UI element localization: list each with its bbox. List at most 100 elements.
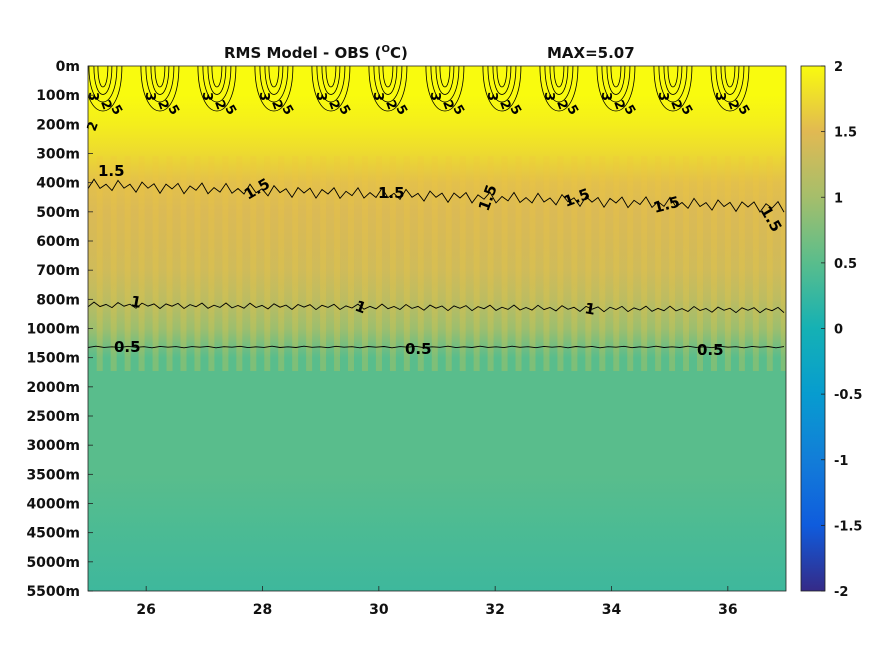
- texture-stripe: [515, 156, 522, 371]
- texture-stripe: [655, 156, 662, 371]
- texture-stripe: [250, 156, 257, 371]
- contour-lobe: [487, 66, 517, 103]
- texture-stripe: [110, 156, 117, 371]
- contour-lobe: [368, 66, 408, 112]
- contour-line-0-5: [88, 345, 785, 349]
- texture-stripe: [208, 156, 215, 371]
- contour-lobe: [610, 66, 622, 88]
- contour-label: 3: [85, 92, 100, 101]
- texture-stripe: [529, 156, 536, 371]
- texture-stripe: [278, 156, 285, 371]
- texture-stripe: [585, 156, 592, 371]
- contour-lobe: [710, 66, 750, 112]
- x-axis: 26 28 30 32 34 36: [136, 586, 738, 618]
- contour-line-1-5: [88, 178, 785, 213]
- colorbar-tick-label: 1: [834, 191, 843, 206]
- contour-label: 3: [427, 92, 442, 101]
- contour-label: 0.5: [405, 340, 432, 358]
- contour-lobe: [145, 66, 175, 103]
- texture-stripe: [389, 156, 396, 371]
- colorbar-tick-label: -1: [834, 454, 848, 469]
- texture-stripe: [557, 156, 564, 371]
- contour-lobe: [425, 66, 465, 112]
- contour-lobe: [378, 66, 398, 95]
- contour-label: 3: [313, 92, 328, 101]
- contour-lobe: [667, 66, 679, 88]
- texture-stripe: [194, 156, 201, 371]
- max-label: MAX=5.07: [547, 44, 635, 62]
- texture-stripe: [96, 156, 103, 371]
- texture-stripe: [697, 156, 704, 371]
- x-tick-label: 28: [253, 602, 272, 618]
- x-tick-label: 26: [136, 602, 155, 618]
- contour-lobe: [439, 66, 451, 88]
- contour-label: 3: [484, 92, 499, 101]
- contour-lobe: [316, 66, 346, 103]
- y-tick-label: 5500m: [26, 584, 80, 600]
- texture-stripe: [724, 156, 731, 371]
- contour-label: 3: [256, 92, 271, 101]
- contour-label: 3: [541, 92, 556, 101]
- colorbar-tick-label: 0: [834, 323, 843, 338]
- y-tick-label: 4500m: [26, 526, 80, 542]
- contour-lobe: [492, 66, 512, 95]
- contour-lobe: [150, 66, 170, 95]
- contour-lobe: [430, 66, 460, 103]
- contour-lobe: [321, 66, 341, 95]
- y-tick-label: 800m: [36, 292, 80, 308]
- y-tick-label: 400m: [36, 176, 80, 192]
- texture-stripe: [138, 156, 145, 371]
- texture-stripe: [766, 156, 773, 371]
- contour-lobe: [382, 66, 394, 88]
- y-tick-label: 600m: [36, 234, 80, 250]
- texture-stripe: [780, 156, 786, 371]
- colorbar-tick-label: 0.5: [834, 257, 857, 272]
- texture-stripe: [738, 156, 745, 371]
- contour-lobe: [724, 66, 736, 88]
- y-tick-label: 4000m: [26, 497, 80, 513]
- contour-lobe: [259, 66, 289, 103]
- contour-lobe: [140, 66, 180, 112]
- contour-lobe: [197, 66, 237, 112]
- texture-stripe: [320, 156, 327, 371]
- contour-lobe: [715, 66, 745, 103]
- contour-lobe: [601, 66, 631, 103]
- y-tick-label: 3000m: [26, 438, 80, 454]
- y-tick-label: 3500m: [26, 467, 80, 483]
- texture-stripe: [683, 156, 690, 371]
- colorbar: 2 1.5 1 0.5 0 -0.5 -1 -1.5 -2: [800, 60, 862, 600]
- y-tick-label: 700m: [36, 263, 80, 279]
- contour-lobe: [154, 66, 166, 88]
- colorbar-tick-label: 2: [834, 60, 843, 75]
- y-tick-label: 100m: [36, 88, 80, 104]
- contour-label: 0.5: [697, 341, 724, 359]
- texture-stripe: [375, 156, 382, 371]
- y-tick-label: 1500m: [26, 351, 80, 367]
- texture-stripe: [543, 156, 550, 371]
- contour-label: 3: [598, 92, 613, 101]
- texture-stripe: [403, 156, 410, 371]
- texture-stripe: [599, 156, 606, 371]
- contour-lines: [88, 66, 785, 349]
- contour-label: 3: [655, 92, 670, 101]
- texture-stripe: [180, 156, 187, 371]
- contour-lobe: [553, 66, 565, 88]
- y-tick-label: 0m: [56, 59, 80, 75]
- contour-lobe: [254, 66, 294, 112]
- contour-lobe: [97, 66, 109, 88]
- contour-lobe: [496, 66, 508, 88]
- texture-stripe: [334, 156, 341, 371]
- x-tick-label: 36: [718, 602, 737, 618]
- texture-stripe: [152, 156, 159, 371]
- y-tick-label: 300m: [36, 147, 80, 163]
- texture-stripe: [264, 156, 271, 371]
- contour-lobe: [482, 66, 522, 112]
- texture-stripe: [710, 156, 717, 371]
- x-tick-label: 34: [602, 602, 622, 618]
- texture-stripe: [236, 156, 243, 371]
- colorbar-tick-label: -0.5: [834, 388, 862, 403]
- contour-label: 1.5: [98, 162, 125, 180]
- plot-area: [88, 66, 786, 591]
- contour-lobe: [720, 66, 740, 95]
- contour-label: 3: [199, 92, 214, 101]
